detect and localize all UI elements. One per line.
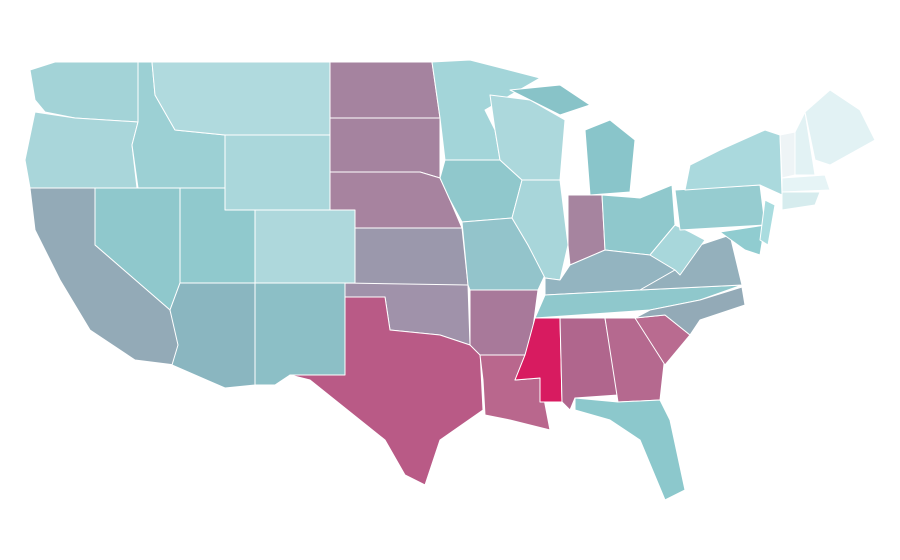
state <box>639 234 743 291</box>
state <box>151 61 331 136</box>
state <box>804 89 876 166</box>
state <box>354 227 469 286</box>
state <box>224 134 331 211</box>
state <box>329 61 441 119</box>
state <box>29 61 139 123</box>
state <box>329 117 441 179</box>
state <box>684 129 783 196</box>
state <box>574 397 686 501</box>
state <box>24 111 139 189</box>
state <box>509 84 591 116</box>
state <box>169 282 256 389</box>
state <box>759 199 776 246</box>
state <box>649 224 706 276</box>
state <box>254 282 346 386</box>
state <box>584 119 636 196</box>
state <box>719 224 766 256</box>
state <box>634 286 746 336</box>
state <box>779 131 796 179</box>
state <box>289 296 484 486</box>
state <box>254 209 356 284</box>
state <box>794 111 816 176</box>
state <box>781 191 821 211</box>
state <box>781 174 831 193</box>
state <box>674 184 766 231</box>
